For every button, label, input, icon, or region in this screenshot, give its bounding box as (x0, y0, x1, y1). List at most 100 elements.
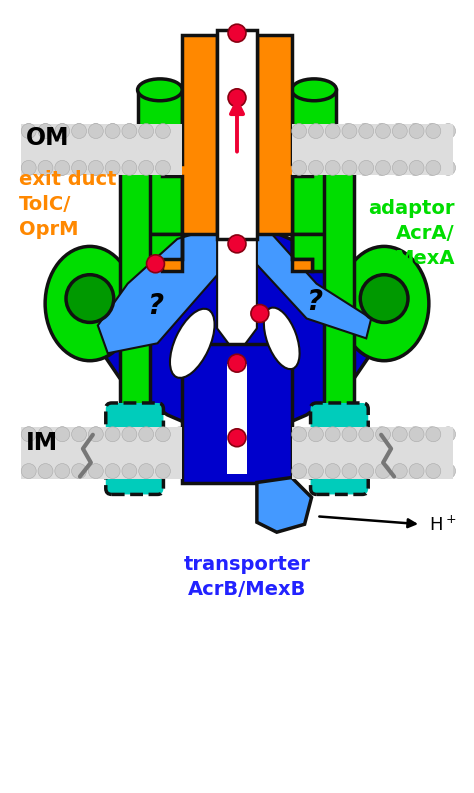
Circle shape (206, 464, 221, 478)
Circle shape (72, 124, 87, 139)
Circle shape (55, 427, 70, 442)
FancyBboxPatch shape (310, 403, 368, 494)
Circle shape (122, 124, 137, 139)
Circle shape (55, 427, 70, 442)
Circle shape (55, 464, 70, 478)
Circle shape (251, 305, 269, 323)
Circle shape (239, 124, 254, 139)
Circle shape (88, 427, 103, 442)
Circle shape (409, 124, 424, 139)
Polygon shape (257, 35, 311, 270)
Circle shape (239, 160, 254, 175)
Circle shape (155, 464, 170, 478)
Circle shape (189, 464, 204, 478)
Circle shape (189, 124, 204, 139)
Ellipse shape (264, 308, 300, 369)
Circle shape (38, 427, 53, 442)
Circle shape (359, 124, 374, 139)
Circle shape (38, 124, 53, 139)
Circle shape (105, 427, 120, 442)
Circle shape (189, 427, 204, 442)
Polygon shape (98, 224, 376, 438)
Circle shape (407, 124, 422, 139)
Circle shape (88, 427, 103, 442)
Text: adaptor
AcrA/
MexA: adaptor AcrA/ MexA (368, 200, 455, 269)
Circle shape (228, 354, 246, 372)
Circle shape (340, 427, 355, 442)
Circle shape (206, 160, 221, 175)
Circle shape (340, 160, 355, 175)
Circle shape (55, 124, 70, 139)
Bar (182, 344, 292, 484)
Circle shape (155, 427, 170, 442)
Circle shape (441, 464, 456, 478)
Circle shape (441, 124, 456, 139)
Circle shape (66, 274, 114, 323)
Text: OM: OM (26, 125, 70, 150)
Circle shape (55, 124, 70, 139)
Circle shape (374, 124, 389, 139)
Circle shape (139, 124, 154, 139)
Circle shape (21, 464, 36, 478)
Circle shape (340, 124, 355, 139)
Circle shape (228, 235, 246, 253)
Circle shape (392, 160, 407, 175)
Circle shape (256, 124, 271, 139)
Polygon shape (257, 477, 311, 532)
Circle shape (375, 124, 391, 139)
Circle shape (309, 427, 323, 442)
Circle shape (256, 464, 271, 478)
Circle shape (323, 464, 338, 478)
Circle shape (21, 464, 36, 478)
Circle shape (375, 427, 391, 442)
Circle shape (307, 124, 321, 139)
Circle shape (21, 124, 36, 139)
Circle shape (228, 25, 246, 42)
Polygon shape (137, 234, 182, 270)
Circle shape (38, 160, 53, 175)
Circle shape (223, 124, 237, 139)
Circle shape (21, 124, 36, 139)
Text: ?: ? (307, 288, 323, 316)
Circle shape (325, 160, 340, 175)
Circle shape (359, 160, 374, 175)
Bar (120, 155, 149, 473)
Circle shape (374, 464, 389, 478)
Circle shape (273, 124, 288, 139)
Circle shape (424, 124, 439, 139)
Circle shape (189, 160, 204, 175)
Circle shape (38, 464, 53, 478)
Circle shape (155, 464, 170, 478)
Circle shape (122, 464, 137, 478)
Circle shape (155, 427, 170, 442)
Bar (21, 427, 182, 478)
Bar (21, 124, 182, 175)
Circle shape (139, 160, 154, 175)
Circle shape (441, 160, 456, 175)
Circle shape (172, 160, 187, 175)
Circle shape (228, 429, 246, 446)
Circle shape (88, 124, 103, 139)
Text: IM: IM (26, 431, 58, 454)
Circle shape (21, 160, 36, 175)
Circle shape (88, 160, 103, 175)
Circle shape (409, 427, 424, 442)
Circle shape (72, 160, 87, 175)
Circle shape (139, 464, 154, 478)
Circle shape (239, 464, 254, 478)
Circle shape (223, 160, 237, 175)
Text: ?: ? (147, 292, 164, 320)
Circle shape (122, 427, 137, 442)
Circle shape (407, 464, 422, 478)
Circle shape (325, 124, 340, 139)
Circle shape (325, 464, 340, 478)
Circle shape (122, 464, 137, 478)
Circle shape (375, 464, 391, 478)
Circle shape (407, 160, 422, 175)
Ellipse shape (170, 308, 215, 378)
Circle shape (359, 464, 374, 478)
Circle shape (307, 160, 321, 175)
Ellipse shape (45, 247, 135, 361)
Circle shape (360, 274, 408, 323)
Circle shape (105, 427, 120, 442)
